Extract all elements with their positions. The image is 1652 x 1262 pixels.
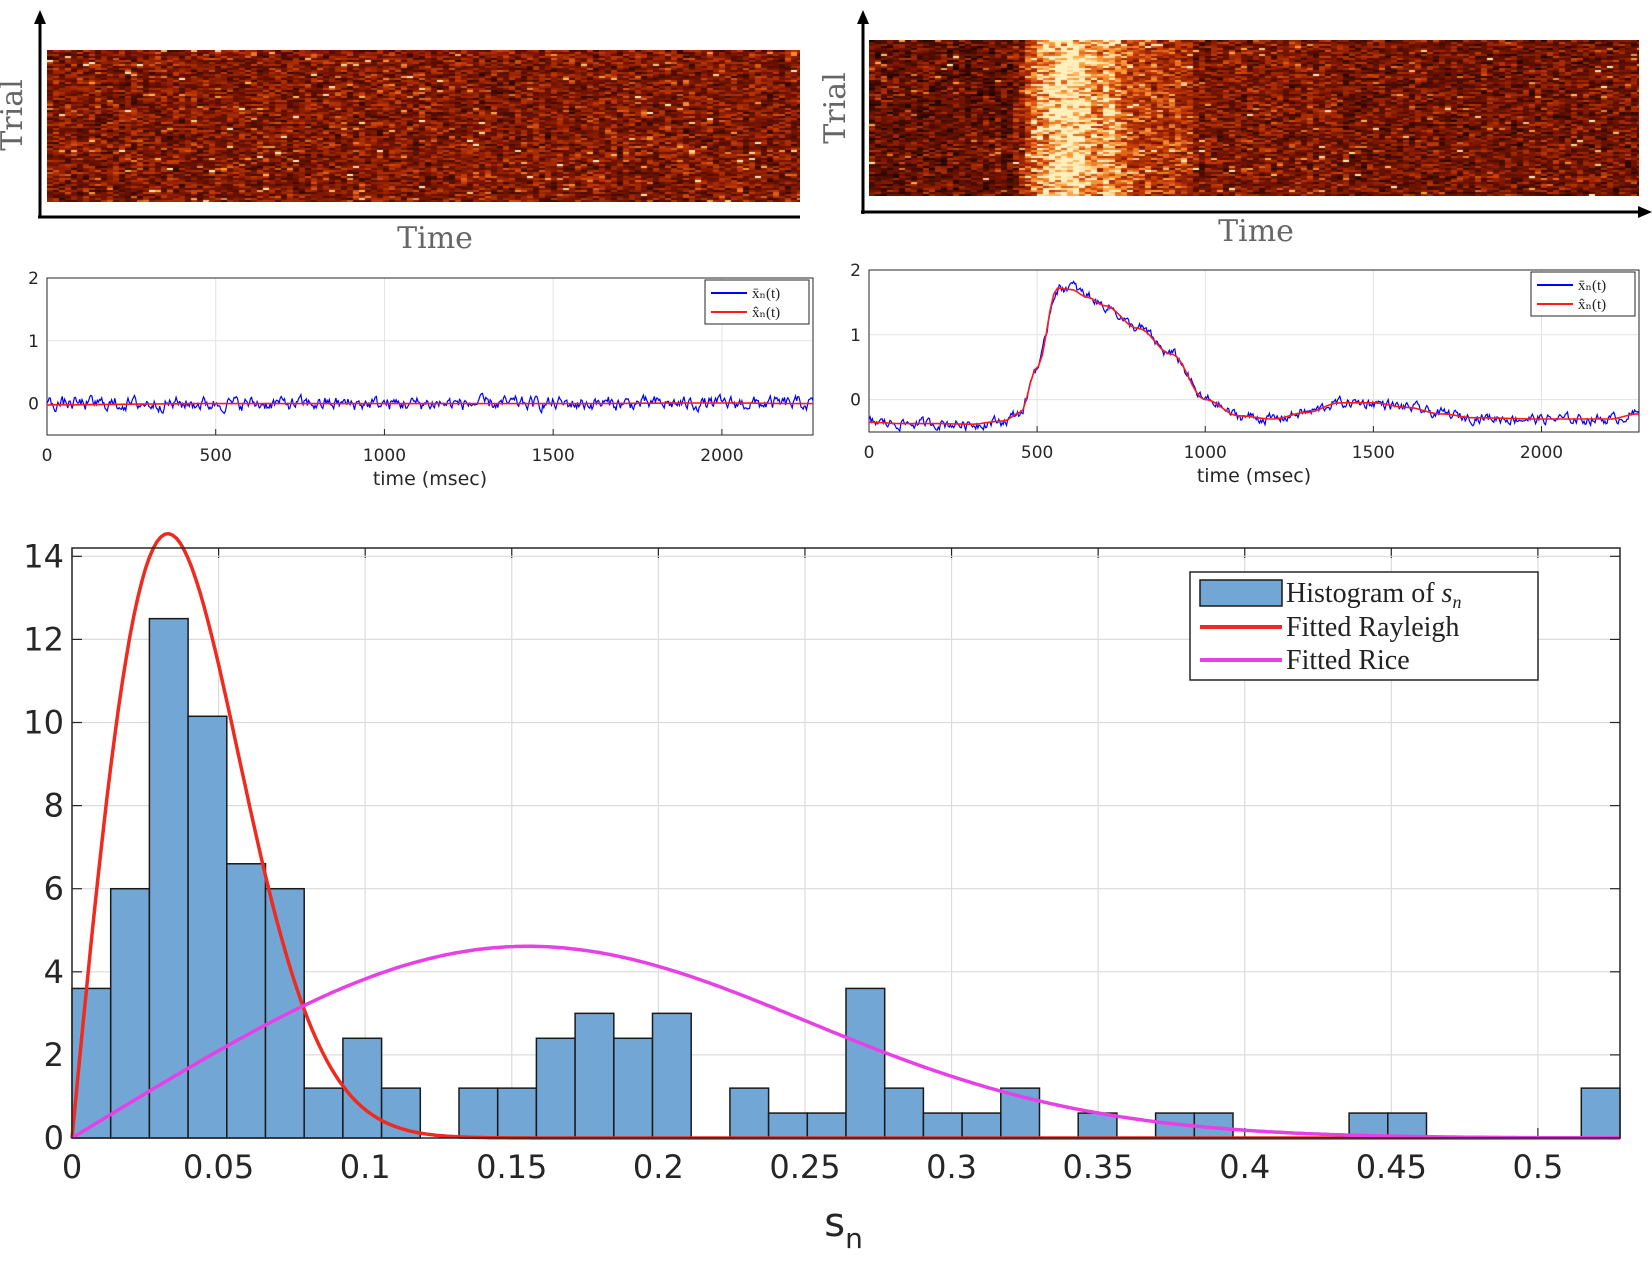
x-tick-label: 0.1: [340, 1148, 391, 1186]
plot-border: [868, 269, 1640, 433]
x-tick-label: 2000: [1520, 443, 1563, 463]
x-tick-label: 2000: [700, 446, 743, 466]
raster-left-panel: Trial Time: [0, 0, 800, 250]
y-tick-label: 2: [850, 261, 861, 281]
x-tick-label: 0.45: [1356, 1148, 1427, 1186]
legend-label-histogram: Histogram of sn: [1286, 578, 1461, 612]
histogram-bar: [806, 1112, 847, 1139]
raster-right-panel: Trial Time: [815, 0, 1652, 250]
x-axis-label: sn: [824, 1200, 863, 1255]
x-tick-label: 1500: [1352, 443, 1395, 463]
y-tick-label: 10: [23, 704, 64, 742]
y-tick-label: 6: [44, 870, 64, 908]
x-axis-label: time (msec): [373, 468, 487, 490]
heatmap-left: [47, 50, 800, 202]
x-tick-label: 0.35: [1063, 1148, 1134, 1186]
raster-left-svg: Trial Time: [0, 10, 800, 250]
y-tick-label: 2: [28, 269, 39, 289]
x-tick-label: 0: [864, 443, 875, 463]
y-tick-label: 14: [23, 537, 64, 575]
legend-box: [704, 279, 810, 325]
legend-label-fit: x̂ₙ(t): [1578, 297, 1606, 313]
histogram-bar: [845, 987, 886, 1139]
x-tick-label: 1000: [363, 446, 406, 466]
x-tick-label: 1000: [1184, 443, 1227, 463]
x-axis-label: time (msec): [1197, 465, 1311, 487]
histogram-bar: [303, 1087, 344, 1139]
x-tick-label: 0.15: [476, 1148, 547, 1186]
histogram-bar: [187, 715, 228, 1139]
trace-chart-right: 0 500 1000 1500 2000 0 1 2 time (msec) x̄ₙ(t) x̂ₙ(…: [815, 250, 1652, 490]
trial-arrowhead: [34, 10, 46, 24]
histogram-bar: [729, 1087, 770, 1139]
trace-chart-left-svg: 0 500 1000 1500 2000 0 1 2 time (msec) x̄ₙ(t) x̂ₙ(…: [28, 269, 814, 490]
legend-label-average: x̄ₙ(t): [752, 286, 780, 302]
y-tick-label: 1: [28, 332, 39, 352]
histogram-bar: [535, 1037, 576, 1139]
histogram-bar: [767, 1112, 809, 1139]
x-tick-label: 0: [42, 446, 53, 466]
legend-swatch-histogram: [1199, 579, 1283, 607]
series-line-fit: [47, 402, 813, 406]
legend-label-average: x̄ₙ(t): [1578, 278, 1606, 294]
y-tick-label: 0: [44, 1119, 64, 1157]
histogram-bar: [226, 863, 267, 1139]
y-tick-label: 8: [44, 787, 64, 825]
y-tick-label: 1: [850, 326, 861, 346]
histogram-chart-svg: 0 0.05 0.1 0.15 0.2 0.25 0.3 0.35 0.4 0.45 0.5 0 2 4 6…: [23, 531, 1621, 1255]
histogram-bar: [458, 1087, 499, 1139]
histogram-bar: [961, 1112, 1002, 1139]
trace-chart-left: 0 500 1000 1500 2000 0 1 2 time (msec) x̄ₙ(t) x̂ₙ(…: [0, 258, 820, 498]
x-tick-label: 500: [199, 446, 231, 466]
trial-arrowhead: [857, 10, 869, 24]
raster-right-svg: Trial Time: [818, 10, 1652, 249]
x-tick-label: 500: [1021, 443, 1053, 463]
y-tick-label: 0: [850, 391, 861, 411]
x-tick-label: 1500: [532, 446, 575, 466]
y-tick-label: 2: [44, 1036, 64, 1074]
trial-axis-label: Trial: [0, 79, 30, 150]
plot-border: [46, 277, 814, 436]
histogram-bar: [342, 1037, 383, 1139]
plot-area: [869, 270, 1639, 432]
heatmap-right: [869, 40, 1639, 196]
x-tick-label: 0.5: [1512, 1148, 1563, 1186]
y-tick-label: 12: [23, 620, 64, 658]
x-tick-label: 0.25: [769, 1148, 840, 1186]
x-axis-label-subscript: n: [845, 1222, 863, 1255]
x-tick-label: 0.4: [1219, 1148, 1270, 1186]
histogram-bar: [613, 1037, 654, 1139]
rice-curve: [71, 944, 1620, 1140]
x-tick-label: 0.3: [926, 1148, 977, 1186]
legend-label-rayleigh: Fitted Rayleigh: [1286, 612, 1459, 643]
time-axis-label: Time: [397, 221, 473, 250]
trial-axis-label: Trial: [818, 72, 853, 143]
histogram-bar: [109, 887, 151, 1139]
x-tick-label: 0.2: [633, 1148, 684, 1186]
legend-label-fit: x̂ₙ(t): [752, 305, 780, 321]
x-tick-label: 0.05: [183, 1148, 254, 1186]
x-axis-label-main: s: [824, 1200, 845, 1246]
y-tick-label: 4: [44, 953, 64, 991]
histogram-chart: 0 0.05 0.1 0.15 0.2 0.25 0.3 0.35 0.4 0.45 0.5 0 2 4 6…: [0, 528, 1652, 1262]
time-arrowhead: [1638, 206, 1652, 218]
histogram-bar: [496, 1087, 538, 1139]
histogram-bar: [651, 1012, 692, 1139]
y-tick-label: 0: [28, 395, 39, 415]
legend-label-rice: Fitted Rice: [1286, 645, 1410, 676]
series-line-fit: [869, 287, 1640, 425]
histogram-bar: [1387, 1112, 1428, 1139]
time-axis-label: Time: [1218, 214, 1294, 249]
plot-border: [71, 547, 1621, 1139]
histogram-bar: [574, 1012, 615, 1139]
x-tick-label: 0: [62, 1148, 82, 1186]
trace-chart-right-svg: 0 500 1000 1500 2000 0 1 2 time (msec) x̄ₙ(t) x̂ₙ(…: [850, 261, 1640, 487]
legend-box: [1530, 271, 1636, 317]
histogram-bar: [922, 1112, 963, 1139]
histogram-bar: [1580, 1087, 1621, 1139]
histogram-bar: [148, 617, 189, 1139]
histogram-bar: [883, 1087, 925, 1139]
